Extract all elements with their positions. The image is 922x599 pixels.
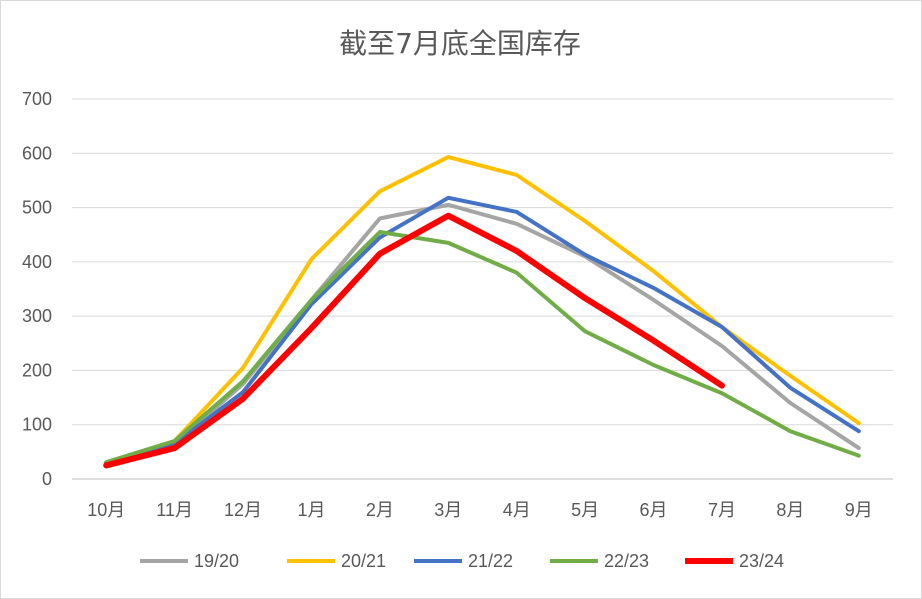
x-tick-label: 4月 — [503, 500, 531, 520]
x-tick-label: 3月 — [434, 500, 462, 520]
series-line-21-22 — [104, 195, 861, 465]
y-tick-label: 600 — [22, 143, 52, 163]
x-tick-label: 10月 — [87, 500, 125, 520]
x-tick-label: 2月 — [366, 500, 394, 520]
series-line-23-24 — [103, 212, 725, 469]
y-tick-label: 500 — [22, 198, 52, 218]
legend-label: 20/21 — [341, 551, 386, 571]
y-tick-label: 300 — [22, 306, 52, 326]
y-tick-label: 0 — [42, 469, 52, 489]
x-tick-label: 7月 — [708, 500, 736, 520]
x-tick-label: 6月 — [640, 500, 668, 520]
x-tick-label: 11月 — [156, 500, 193, 520]
x-axis-ticks: 10月 11月 12月 1月 2月 3月 4月 5月 6月 7月 8月 9月 — [87, 500, 873, 520]
y-tick-label: 100 — [22, 415, 52, 435]
series-line-22-23 — [104, 230, 861, 465]
y-tick-label: 400 — [22, 252, 52, 272]
x-tick-label: 12月 — [224, 500, 262, 520]
y-tick-label: 700 — [22, 89, 52, 109]
legend-label: 23/24 — [739, 551, 784, 571]
x-tick-label: 1月 — [297, 500, 325, 520]
legend: 19/20 20/21 21/22 22/23 23/24 — [140, 551, 784, 571]
legend-label: 21/22 — [468, 551, 513, 571]
x-tick-label: 8月 — [776, 500, 804, 520]
chart-title: 截至7月底全国库存 — [339, 27, 581, 60]
x-tick-label: 5月 — [571, 500, 599, 520]
series-line-19-20 — [104, 202, 861, 467]
y-axis-ticks: 0 100 200 300 400 500 600 700 — [22, 89, 52, 489]
legend-label: 22/23 — [604, 551, 649, 571]
x-tick-label: 9月 — [845, 500, 873, 520]
y-tick-label: 200 — [22, 360, 52, 380]
legend-label: 19/20 — [194, 551, 239, 571]
series-lines — [103, 155, 861, 469]
